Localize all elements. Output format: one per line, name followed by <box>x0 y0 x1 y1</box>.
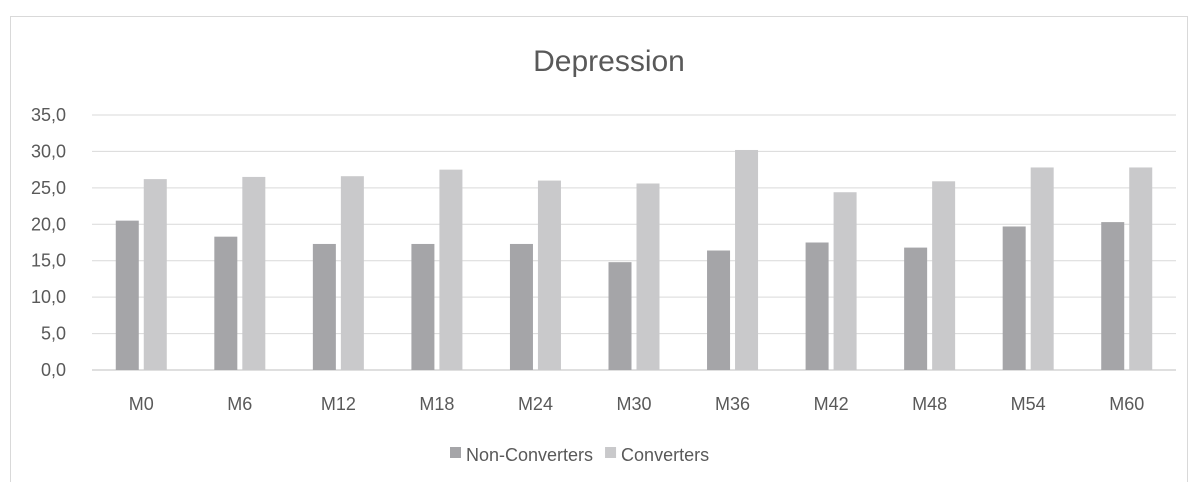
bar-non-converters-m60 <box>1101 222 1125 370</box>
gridlines <box>92 114 1176 371</box>
bar-non-converters-m12 <box>312 243 336 370</box>
x-tick-label: M60 <box>1109 394 1144 414</box>
bar-converters-m24 <box>537 180 561 370</box>
chart-frame <box>10 16 1188 482</box>
chart-title: Depression <box>533 45 685 78</box>
y-tick-label: 10,0 <box>31 287 66 307</box>
x-tick-label: M42 <box>814 394 849 414</box>
bar-non-converters-m0 <box>115 220 139 370</box>
bar-non-converters-m54 <box>1002 226 1026 370</box>
x-axis-ticks: M0 M6 M12 M18 M24 M30 M36 M42 M48 M54 M60 <box>129 394 1144 414</box>
bar-converters-m12 <box>340 176 364 370</box>
legend: Non-Converters Converters <box>450 445 709 465</box>
bar-non-converters-m36 <box>707 250 731 370</box>
y-tick-label: 15,0 <box>31 251 66 271</box>
x-tick-label: M54 <box>1011 394 1046 414</box>
y-tick-label: 5,0 <box>41 324 66 344</box>
legend-label: Non-Converters <box>466 445 593 465</box>
bar-non-converters-m18 <box>411 243 435 370</box>
y-axis-ticks: 0,0 5,0 10,0 15,0 20,0 25,0 30,0 35,0 <box>31 105 66 380</box>
bar-converters-m54 <box>1030 167 1054 370</box>
bar-non-converters-m6 <box>214 236 238 370</box>
x-tick-label: M30 <box>616 394 651 414</box>
bar-converters-m48 <box>932 181 956 370</box>
bar-converters-m30 <box>636 183 660 370</box>
legend-label: Converters <box>621 445 709 465</box>
bars <box>115 149 1153 370</box>
x-tick-label: M0 <box>129 394 154 414</box>
x-tick-label: M18 <box>419 394 454 414</box>
legend-swatch <box>450 447 461 458</box>
bar-non-converters-m24 <box>509 243 533 370</box>
x-tick-label: M24 <box>518 394 553 414</box>
bar-converters-m18 <box>439 169 463 370</box>
bar-converters-m60 <box>1129 167 1153 370</box>
y-tick-label: 25,0 <box>31 178 66 198</box>
y-tick-label: 30,0 <box>31 141 66 161</box>
x-tick-label: M36 <box>715 394 750 414</box>
bar-non-converters-m42 <box>805 242 829 370</box>
legend-swatch <box>605 447 617 458</box>
x-tick-label: M48 <box>912 394 947 414</box>
bar-converters-m6 <box>242 176 266 370</box>
y-tick-label: 0,0 <box>41 360 66 380</box>
bar-non-converters-m30 <box>608 262 632 370</box>
bar-converters-m36 <box>735 149 759 370</box>
y-tick-label: 20,0 <box>31 214 66 234</box>
bar-converters-m42 <box>833 192 857 370</box>
bar-non-converters-m48 <box>904 247 928 370</box>
y-tick-label: 35,0 <box>31 105 66 125</box>
x-tick-label: M12 <box>321 394 356 414</box>
bar-converters-m0 <box>143 179 167 370</box>
x-tick-label: M6 <box>227 394 252 414</box>
